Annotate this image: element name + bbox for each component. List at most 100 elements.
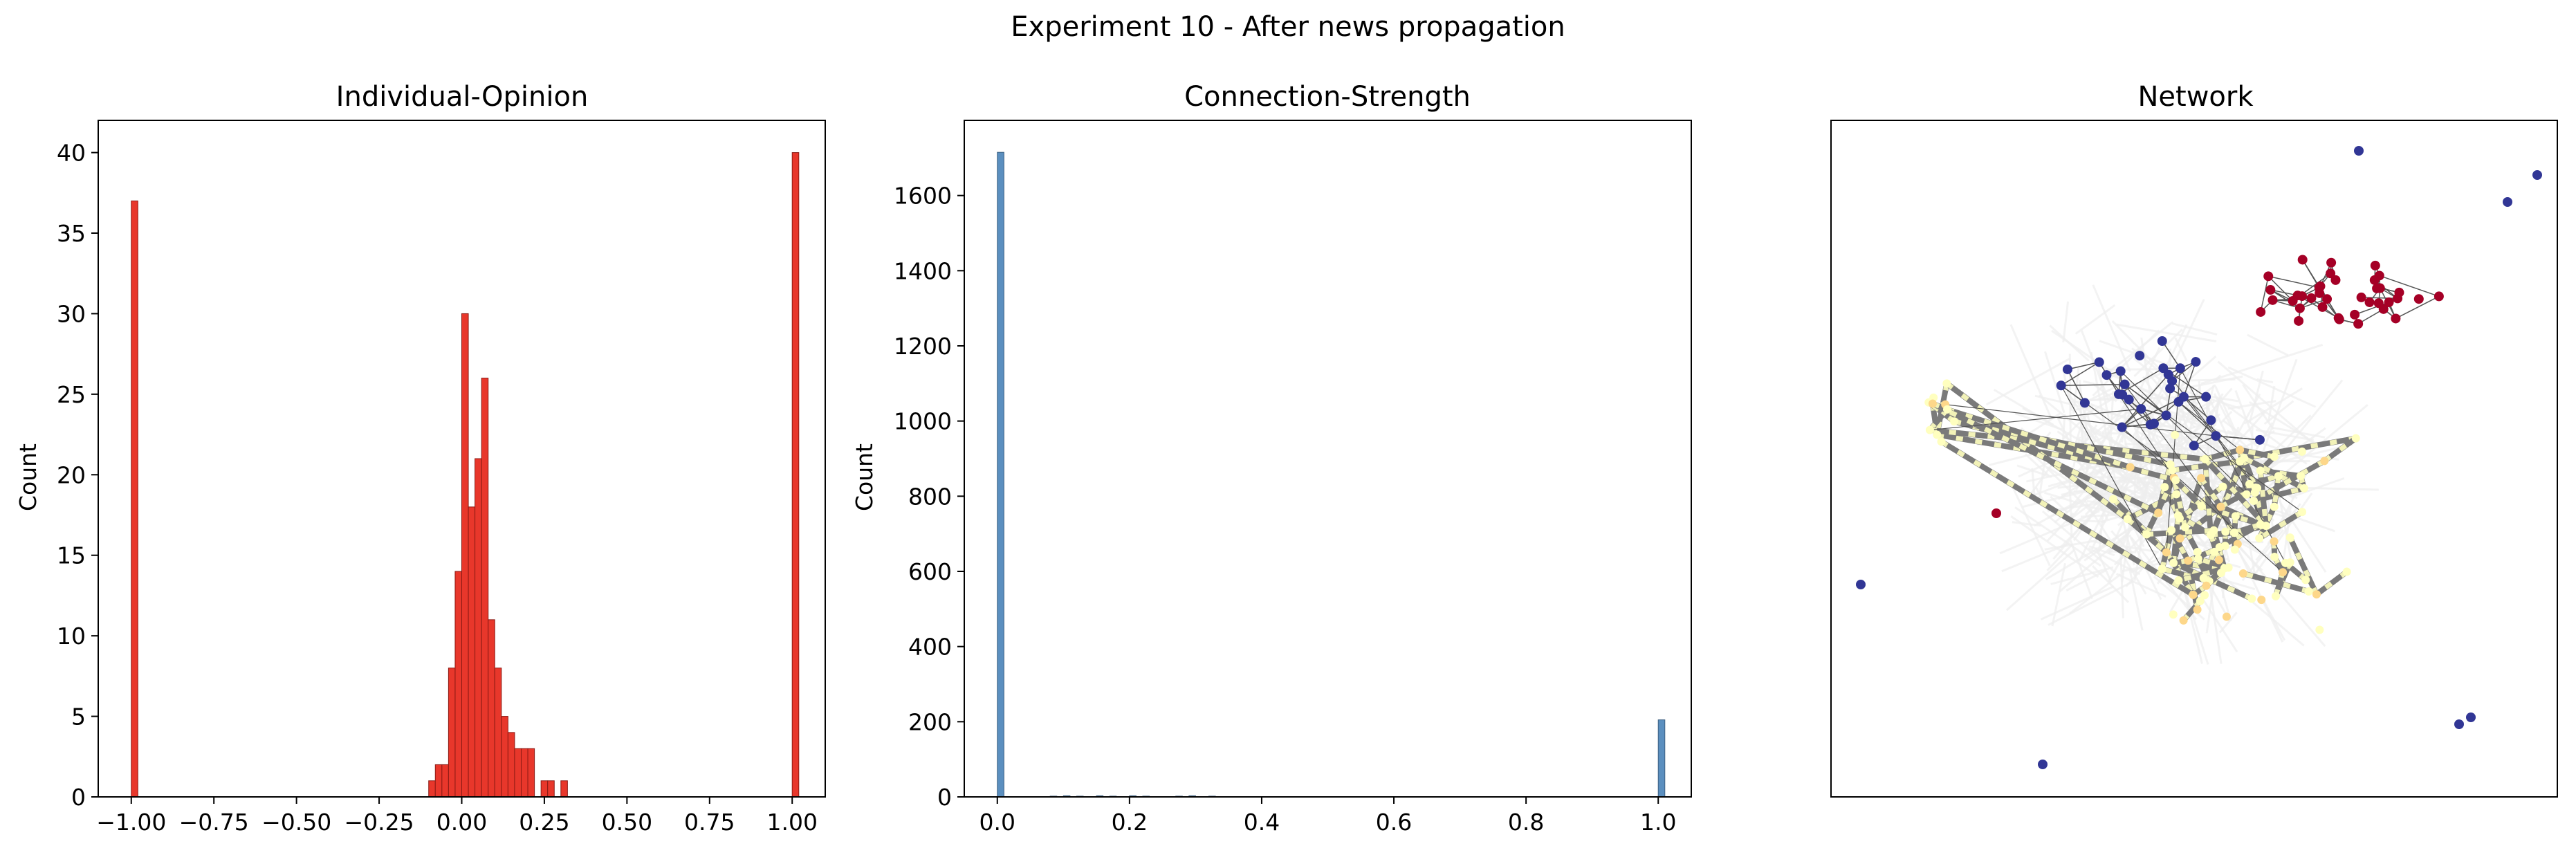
network-node [2356,292,2366,302]
network-node [2373,298,2384,309]
y-tick-label: 15 [57,542,86,569]
network-node [2364,297,2375,307]
network-node [2320,457,2329,466]
faint-edge [2198,380,2202,398]
network-node [2171,476,2180,485]
network-node [2117,422,2127,432]
thin-edge [2067,361,2100,370]
network-node [2297,447,2306,456]
faint-edge [2140,337,2153,401]
network-node [2160,483,2169,492]
network-panel: Network [1830,81,2558,798]
strong-edge [2257,468,2269,529]
network-node [2299,484,2308,493]
opinion-bar [428,780,436,798]
strong-edge-dash [2202,459,2214,535]
network-node [2270,553,2279,562]
network-node [2222,612,2231,621]
opinion-bar [131,200,138,798]
faint-edge [2092,284,2131,372]
network-node [2301,576,2310,585]
faint-edge [2214,385,2238,434]
opinion-title: Individual-Opinion [336,81,589,113]
thin-edge [2193,419,2212,446]
thin-edge [2395,295,2440,320]
network-node [2214,555,2223,564]
network-node [2171,430,2180,439]
network-node [2165,383,2175,394]
network-node [2206,415,2216,425]
faint-edge [2243,387,2303,425]
network-node [2197,502,2206,511]
thin-edge [2060,361,2100,387]
network-node [2215,542,2224,551]
y-tick-label: 0 [71,784,86,811]
connection-axes-frame [964,120,1692,798]
faint-edge [2038,394,2088,436]
network-node [2254,434,2265,445]
faint-edge [2272,491,2327,573]
x-tick-label: 1.00 [766,809,817,836]
y-tick-label: 10 [57,623,86,650]
opinion-bar [527,748,535,798]
opinion-bar [461,313,469,798]
network-node [2317,302,2328,312]
network-node [1933,430,1942,439]
network-axes-frame [1830,120,2558,798]
network-node [2255,534,2264,543]
opinion-bar [448,668,456,798]
network-node [2038,760,2048,769]
network-node [2285,558,2294,567]
strong-edge-dash [2323,436,2357,463]
connection-bar [997,151,1004,798]
y-tick-label: 800 [908,483,952,510]
strong-edge [2241,455,2307,491]
x-tick-label: −0.25 [344,809,414,836]
thin-edge [2122,427,2283,573]
faint-edge [2040,585,2115,620]
network-node [2230,545,2239,554]
network-node [2175,534,2184,543]
network-node [2210,547,2219,556]
faint-edge [2054,493,2090,524]
faint-edge [2014,412,2063,431]
opinion-bar [791,152,800,798]
network-node [2270,502,2279,511]
network-node [2142,530,2151,539]
network-node [2216,502,2225,511]
faint-edge [2051,562,2066,627]
opinion-bar [481,378,489,798]
strong-edge [2144,527,2217,537]
strong-edge-dash [1931,401,2160,515]
thin-edge [2183,396,2256,488]
network-node [2193,554,2202,563]
network-node [2261,522,2270,531]
network-node [2466,712,2476,722]
network-node [2342,567,2351,576]
faint-edge [2066,569,2106,591]
faint-edge [2087,382,2123,403]
strong-edge-dash [2234,522,2261,535]
faint-edge [2062,301,2070,343]
faint-edge [2085,461,2092,470]
faint-edge [2172,322,2218,336]
network-node [2191,357,2201,367]
network-node [2240,454,2249,463]
network-node [2245,479,2254,488]
network-node [2113,389,2124,399]
faint-edge [2080,330,2110,401]
network-node [2179,616,2188,625]
faint-edge [1999,510,2100,555]
y-tick-label: 40 [57,140,86,167]
network-node [2257,596,2266,605]
y-tick-label: 35 [57,220,86,247]
faint-edge [2261,358,2298,454]
strong-edge-dash [2252,459,2326,504]
network-node [2123,515,2132,524]
strong-edge-dash [2199,477,2223,508]
strong-edge-dash [1927,400,1956,424]
thin-edge [1929,408,2142,431]
faint-edge [2088,545,2115,556]
network-node [2149,419,2159,429]
x-tick-label: 0.6 [1376,809,1412,836]
